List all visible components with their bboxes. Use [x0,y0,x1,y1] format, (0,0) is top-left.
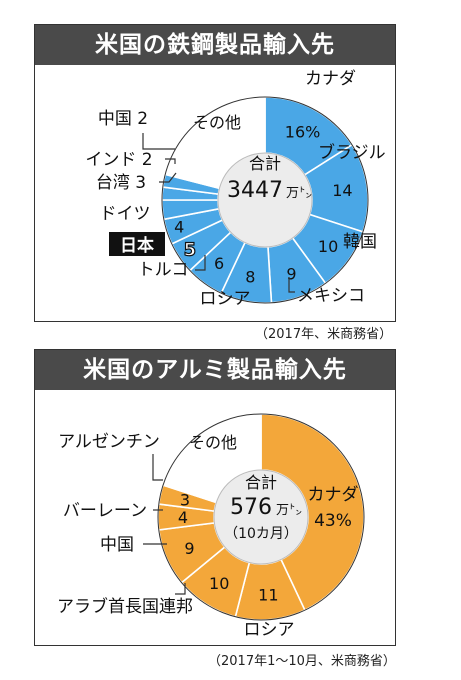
steel-leader-9 [165,158,176,164]
aluminum-value-label-2: 10 [209,574,229,593]
aluminum-leader-5 [152,454,163,481]
steel-category-label-6: 日本 [120,235,154,256]
steel-category-label-8: 台湾 3 [96,173,146,193]
aluminum-chart-title: 米国のアルミ製品輸入先 [35,350,395,390]
steel-category-label-10: 中国 2 [98,109,148,129]
steel-value-label-0: 16% [285,123,321,142]
aluminum-pie-chart: カナダ 43% 11 10 9 43 ロシア アラブ首長国連邦 中国 バーレーン アルゼンチン その他… [57,413,365,640]
steel-outline [161,96,369,304]
aluminum-category-label-5: アルゼンチン [58,432,160,452]
steel-value-label-5: 6 [214,254,224,273]
steel-category-label-9: インド 2 [85,150,152,170]
steel-value-label-1: 14 [332,181,352,200]
steel-source-note: （2017年、米商務省） [255,327,393,342]
aluminum-center-note: （10カ月） [224,526,298,542]
aluminum-category-label-2: アラブ首長国連邦 [57,596,193,617]
steel-japan-highlight-box [109,232,165,256]
steel-value-label-2: 10 [318,237,338,256]
steel-leader-8 [159,172,177,183]
steel-chart-panel: 米国の鉄鋼製品輸入先 16% 14 10 9 8 6 5 4 カナダブラジル韓国メキシコ ロシアト… [34,24,396,322]
steel-leader-10 [142,133,175,150]
steel-category-label-1: ブラジル [318,142,386,163]
aluminum-outline [157,413,365,621]
steel-center-disc [217,152,313,248]
aluminum-category-label-4: バーレーン [63,501,147,521]
aluminum-center-value: 576 [230,495,272,520]
steel-value-label-7: 4 [174,218,184,237]
aluminum-center-unit: 万㌧ [276,503,302,518]
steel-category-label-11: その他 [193,113,241,132]
aluminum-leader-2 [175,583,186,595]
steel-category-label-5: トルコ [138,260,189,280]
steel-category-label-2: 韓国 [343,232,377,252]
aluminum-category-label-6: その他 [189,433,237,452]
steel-leader-3 [288,277,295,293]
aluminum-center-disc [213,469,309,565]
aluminum-category-label-1: ロシア [244,620,295,640]
steel-center-unit: 万㌧ [286,186,312,201]
steel-category-label-3: メキシコ [297,286,365,306]
aluminum-value-label-0: 43% [314,511,352,531]
steel-leader-5 [195,255,206,271]
aluminum-value-label-5: 3 [180,491,190,510]
steel-value-label-3: 9 [286,264,296,283]
aluminum-chart-panel: 米国のアルミ製品輸入先 カナダ 43% 11 10 9 4 3 ロシア アラブ首長国連邦 中国 バー… [34,349,396,646]
steel-category-label-7: ドイツ [100,204,151,224]
aluminum-center-label: 合計 [245,473,277,492]
aluminum-category-label-3: 中国 [100,535,134,555]
steel-center-label: 合計 [249,154,281,173]
steel-value-label-4: 8 [245,268,255,287]
aluminum-value-label-3: 9 [184,539,194,558]
steel-category-label-4: ロシア [200,289,251,309]
steel-chart-title: 米国の鉄鋼製品輸入先 [35,25,395,65]
aluminum-value-label-4: 4 [178,508,188,527]
steel-value-label-6: 5 [184,239,197,260]
aluminum-category-label-0: カナダ [308,485,359,505]
aluminum-value-label-1: 11 [258,586,278,605]
steel-center-value: 3447 [227,178,283,203]
aluminum-source-note: （2017年1～10月、米商務省） [208,654,396,669]
steel-category-label-0: カナダ [305,69,356,89]
